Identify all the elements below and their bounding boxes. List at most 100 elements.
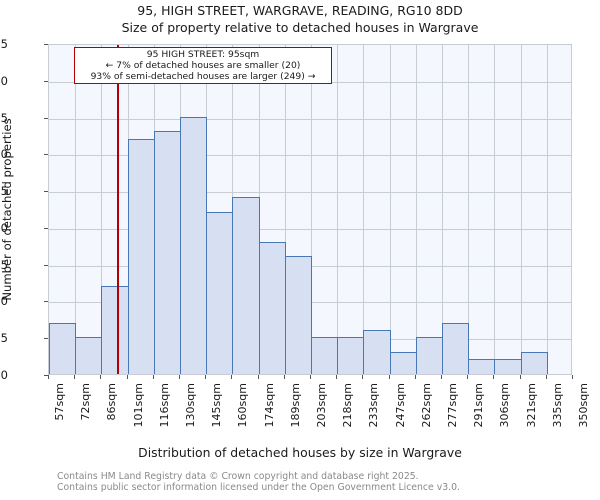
footer-attribution: Contains HM Land Registry data © Crown c… <box>57 471 597 493</box>
x-tick-label: 262sqm <box>419 383 433 428</box>
x-tick-label: 160sqm <box>236 383 250 428</box>
y-tick-label: 45 <box>0 37 8 51</box>
x-tick-mark <box>283 375 285 379</box>
property-annotation-box: 95 HIGH STREET: 95sqm ← 7% of detached h… <box>74 47 332 84</box>
x-tick-label: 101sqm <box>131 383 145 428</box>
x-tick-mark <box>493 375 495 379</box>
gridline-vertical <box>75 45 77 374</box>
x-tick-label: 174sqm <box>262 383 276 428</box>
gridline-vertical <box>468 45 470 374</box>
gridline-vertical <box>494 45 496 374</box>
y-tick-label: 30 <box>0 147 8 162</box>
y-tick-mark <box>44 264 48 266</box>
property-marker-line <box>117 45 120 374</box>
y-tick-mark <box>44 301 48 303</box>
x-tick-label: 233sqm <box>367 383 381 428</box>
y-axis-title: Number of detached properties <box>0 118 14 301</box>
histogram-bar <box>180 116 208 374</box>
x-tick-mark <box>388 375 390 379</box>
gridline-vertical <box>363 45 365 374</box>
gridline-vertical <box>415 45 417 374</box>
histogram-bar <box>389 351 417 374</box>
histogram-bar <box>337 337 365 374</box>
gridline-horizontal <box>49 155 571 157</box>
x-tick-mark <box>48 375 49 379</box>
y-tick-mark <box>44 154 48 156</box>
y-tick-mark <box>44 227 48 229</box>
x-tick-mark <box>441 375 442 379</box>
x-tick-label: 116sqm <box>157 383 171 428</box>
annotation-line-1: 95 HIGH STREET: 95sqm <box>146 49 260 60</box>
x-tick-label: 218sqm <box>341 383 355 428</box>
histogram-bar <box>153 131 181 374</box>
chart-subtitle: Size of property relative to detached ho… <box>121 20 479 35</box>
x-tick-mark <box>414 375 416 379</box>
x-tick-label: 145sqm <box>210 383 224 428</box>
histogram-bar <box>363 329 391 374</box>
x-tick-label: 350sqm <box>577 383 590 428</box>
gridline-vertical <box>101 45 103 374</box>
gridline-horizontal <box>49 228 571 230</box>
gridline-vertical <box>546 45 548 374</box>
histogram-bar <box>415 337 443 374</box>
x-tick-mark <box>126 375 128 379</box>
histogram-bar <box>442 322 470 374</box>
y-tick-label: 20 <box>0 220 8 235</box>
histogram-bar <box>101 285 129 374</box>
y-tick-mark <box>44 117 48 119</box>
x-tick-mark <box>545 375 547 379</box>
gridline-vertical <box>284 45 286 374</box>
gridline-vertical <box>442 45 443 374</box>
y-tick-mark <box>44 338 48 340</box>
histogram-bar <box>258 241 286 374</box>
gridline-vertical <box>337 45 339 374</box>
x-tick-mark <box>74 375 76 379</box>
y-tick-mark <box>44 191 48 193</box>
x-tick-mark <box>152 375 154 379</box>
x-tick-label: 277sqm <box>446 383 459 428</box>
page-title: 95, HIGH STREET, WARGRAVE, READING, RG10… <box>137 3 463 18</box>
plot-area <box>48 44 572 375</box>
x-tick-mark <box>100 375 102 379</box>
histogram-bar <box>494 359 522 374</box>
annotation-line-3: 93% of semi-detached houses are larger (… <box>90 71 316 83</box>
x-tick-label: 321sqm <box>524 383 538 428</box>
histogram-bar <box>206 212 234 374</box>
x-tick-label: 335sqm <box>550 383 564 428</box>
y-tick-label: 5 <box>0 331 8 346</box>
x-tick-label: 291sqm <box>472 383 486 428</box>
histogram-bar <box>49 322 77 374</box>
histogram-bar <box>311 337 339 374</box>
gridline-vertical <box>520 45 522 374</box>
annotation-line-2: ← 7% of detached houses are smaller (20) <box>105 60 301 72</box>
histogram-bar <box>232 197 260 374</box>
y-tick-mark <box>44 80 48 82</box>
footer-line-2: Contains public sector information licen… <box>57 482 460 493</box>
x-tick-label: 189sqm <box>288 383 302 428</box>
x-tick-label: 130sqm <box>184 383 197 428</box>
x-tick-label: 247sqm <box>393 383 407 428</box>
y-tick-label: 10 <box>0 294 8 309</box>
x-tick-label: 86sqm <box>105 383 119 421</box>
y-tick-label: 40 <box>0 73 8 88</box>
x-tick-mark <box>336 375 338 379</box>
gridline-horizontal <box>49 118 571 120</box>
x-tick-mark <box>362 375 364 379</box>
footer-line-1: Contains HM Land Registry data © Crown c… <box>57 471 419 482</box>
histogram-bar <box>520 351 548 374</box>
x-tick-label: 306sqm <box>498 383 512 428</box>
y-tick-mark <box>44 375 48 376</box>
x-tick-label: 57sqm <box>53 383 66 421</box>
histogram-bar <box>284 256 312 374</box>
gridline-vertical <box>311 45 312 374</box>
histogram-bar <box>75 337 103 374</box>
y-tick-label: 15 <box>0 257 8 272</box>
x-tick-mark <box>257 375 259 379</box>
gridline-horizontal <box>49 192 571 194</box>
x-tick-label: 72sqm <box>79 383 93 421</box>
x-tick-label: 203sqm <box>315 383 328 428</box>
x-tick-mark <box>467 375 469 379</box>
x-tick-mark <box>231 375 233 379</box>
chart-title-block: 95, HIGH STREET, WARGRAVE, READING, RG10… <box>0 2 600 36</box>
